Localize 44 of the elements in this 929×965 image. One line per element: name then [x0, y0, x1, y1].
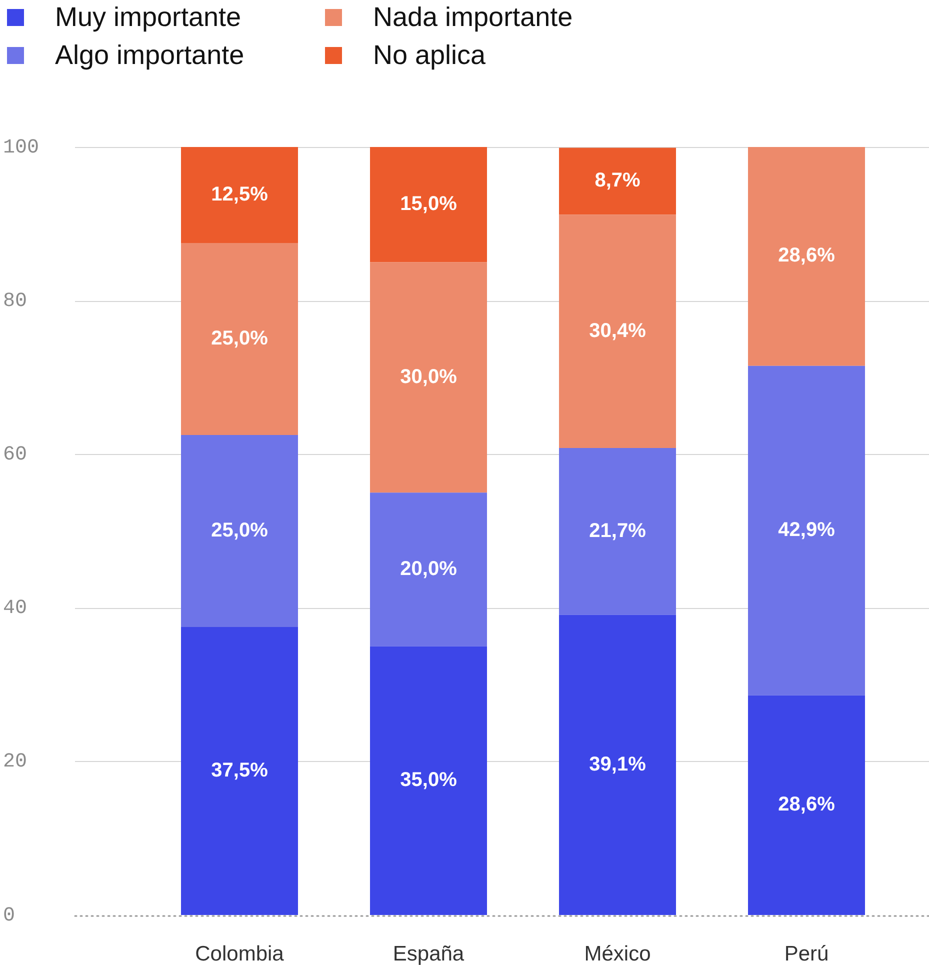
- data-label: 30,0%: [400, 366, 458, 388]
- legend-label: Nada importante: [373, 2, 573, 32]
- data-label: 37,5%: [211, 760, 268, 782]
- bar: [370, 492, 487, 646]
- data-label: 30,4%: [589, 320, 646, 342]
- x-tick-label: México: [584, 942, 651, 965]
- legend-label: No aplica: [373, 40, 486, 70]
- x-tick-label: Perú: [784, 942, 829, 965]
- bar: [559, 148, 676, 215]
- bar: [370, 646, 487, 915]
- x-tick-label: Colombia: [195, 942, 284, 965]
- data-label: 39,1%: [589, 753, 646, 776]
- x-tick-label: España: [392, 942, 464, 965]
- data-label: 25,0%: [211, 328, 268, 350]
- data-label: 21,7%: [589, 520, 646, 542]
- data-label: 20,0%: [400, 558, 458, 580]
- bar: [748, 147, 865, 366]
- bar: [181, 147, 298, 243]
- bar: [181, 627, 298, 915]
- data-label: 12,5%: [211, 184, 268, 206]
- legend-label: Algo importante: [55, 40, 244, 70]
- y-tick-label: 20: [3, 750, 28, 774]
- bar: [370, 262, 487, 493]
- data-label: 28,6%: [778, 794, 836, 816]
- data-label: 28,6%: [778, 244, 836, 267]
- y-tick-label: 40: [3, 597, 28, 620]
- legend-label: Muy importante: [55, 2, 242, 32]
- bar: [559, 448, 676, 615]
- data-label: 8,7%: [594, 170, 641, 192]
- y-tick-label: 60: [3, 443, 28, 466]
- bar: [181, 435, 298, 627]
- data-label: 25,0%: [211, 520, 268, 542]
- bar: [370, 147, 487, 262]
- data-label: 35,0%: [400, 769, 458, 792]
- bar: [181, 243, 298, 435]
- data-label: 42,9%: [778, 519, 836, 542]
- y-tick-label: 80: [3, 290, 28, 313]
- bar: [748, 695, 865, 915]
- y-tick-label: 100: [3, 136, 40, 160]
- bar: [748, 366, 865, 696]
- data-label: 15,0%: [400, 193, 458, 216]
- y-tick-label: 0: [3, 904, 16, 928]
- bar: [559, 214, 676, 448]
- bar: [559, 614, 676, 915]
